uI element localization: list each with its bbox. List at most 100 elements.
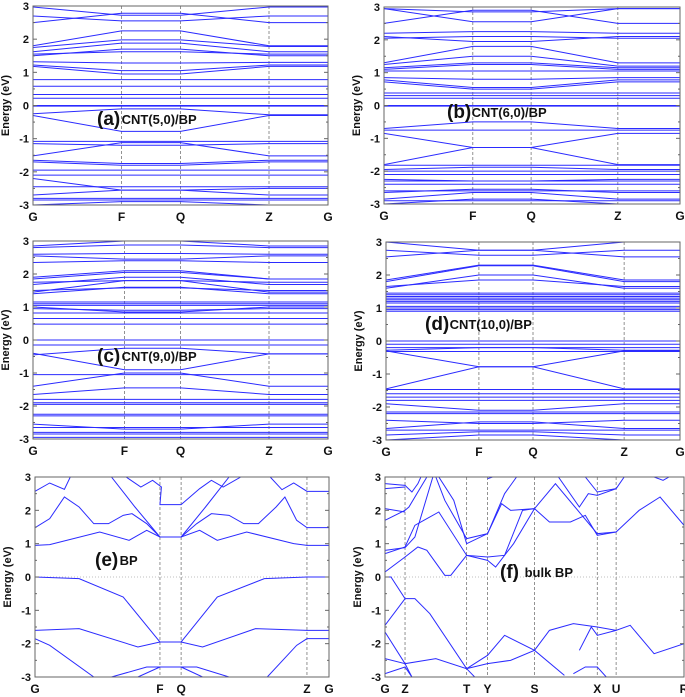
- k-point-label: G: [28, 210, 37, 224]
- y-tick-label: 3: [375, 472, 381, 484]
- k-point-label: Y: [484, 682, 492, 696]
- band-line: [384, 166, 680, 171]
- band-line: [33, 287, 328, 291]
- y-tick-label: -2: [371, 639, 381, 651]
- band-line: [33, 61, 328, 64]
- band-line: [386, 249, 680, 256]
- band-line: [33, 48, 328, 57]
- band-line: [33, 65, 328, 75]
- band-line: [573, 666, 607, 677]
- y-tick-label: 0: [375, 572, 381, 584]
- k-point-label: F: [475, 445, 482, 459]
- k-point-label: Q: [176, 444, 185, 458]
- band-line: [578, 626, 617, 651]
- band-line: [33, 306, 328, 313]
- panel-title: CNT(10,0)/BP: [450, 317, 533, 332]
- y-tick-label: 0: [23, 101, 29, 113]
- band-line: [33, 142, 328, 157]
- k-point-label: G: [675, 209, 684, 223]
- band-line: [33, 241, 328, 247]
- y-tick-label: -1: [19, 368, 29, 380]
- y-tick-label: -3: [19, 200, 29, 212]
- band-line: [385, 508, 406, 513]
- y-tick-label: -3: [21, 672, 31, 684]
- k-point-label: G: [323, 210, 332, 224]
- band-line: [386, 264, 680, 281]
- band-line: [386, 421, 680, 429]
- band-line: [384, 36, 680, 39]
- y-tick-label: 0: [376, 336, 382, 348]
- k-point-label: G: [30, 682, 39, 696]
- band-line: [33, 64, 328, 72]
- band-line: [33, 15, 328, 22]
- y-tick-label: 2: [23, 34, 29, 46]
- band-line: [653, 477, 670, 481]
- k-point-label: F: [469, 209, 476, 223]
- band-line: [384, 55, 680, 67]
- band-line: [385, 477, 434, 551]
- band-line: [438, 477, 517, 545]
- band-line: [385, 598, 406, 626]
- y-tick-label: 0: [374, 101, 380, 113]
- panel-title: CNT(6,0)/BP: [472, 105, 547, 120]
- k-point-label: F: [121, 444, 128, 458]
- bands: [33, 241, 328, 438]
- y-tick-label: -1: [21, 605, 31, 617]
- band-line: [266, 638, 329, 677]
- band-line: [435, 477, 684, 540]
- bands: [384, 8, 680, 204]
- y-tick-label: 1: [25, 539, 31, 551]
- band-line: [33, 159, 328, 165]
- k-point-label: Q: [176, 682, 185, 696]
- band-line: [384, 81, 680, 90]
- panel-label: (a): [97, 109, 120, 130]
- y-tick-label: 3: [25, 472, 31, 484]
- band-line: [35, 576, 329, 643]
- band-line: [33, 255, 328, 260]
- band-line: [386, 434, 680, 440]
- y-tick-label: 2: [375, 505, 381, 517]
- band-line: [385, 477, 422, 493]
- band-line: [33, 201, 328, 205]
- band-line: [384, 9, 680, 24]
- band-line: [33, 260, 328, 263]
- y-axis-label: Energy (eV): [0, 309, 12, 370]
- y-tick-label: -3: [372, 435, 382, 447]
- y-tick-label: 1: [374, 68, 380, 80]
- band-line: [111, 666, 230, 677]
- y-tick-label: -2: [19, 167, 29, 179]
- band-line: [35, 477, 71, 492]
- band-line: [33, 51, 328, 55]
- y-tick-label: 1: [23, 67, 29, 79]
- band-line: [33, 286, 328, 295]
- k-point-label: S: [530, 682, 538, 696]
- band-line: [384, 45, 680, 64]
- band-line: [33, 12, 328, 24]
- band-line: [558, 477, 625, 508]
- band-line: [33, 308, 328, 311]
- band-line: [385, 631, 565, 676]
- k-point-label: Q: [176, 210, 185, 224]
- band-line: [33, 143, 328, 146]
- y-axis-label: Energy (eV): [353, 310, 365, 371]
- band-line: [33, 280, 328, 293]
- band-line: [386, 249, 680, 258]
- k-point-label: U: [612, 682, 621, 696]
- band-line: [384, 198, 680, 204]
- band-line: [384, 77, 680, 80]
- band-line: [384, 147, 680, 166]
- k-point-label: G: [380, 682, 389, 696]
- band-line: [180, 477, 230, 538]
- k-point-label: G: [379, 209, 388, 223]
- band-line: [584, 477, 617, 493]
- band-line: [385, 486, 406, 490]
- bands: [33, 6, 328, 205]
- k-point-label: X: [593, 682, 601, 696]
- band-line: [35, 496, 161, 538]
- band-line: [386, 265, 680, 283]
